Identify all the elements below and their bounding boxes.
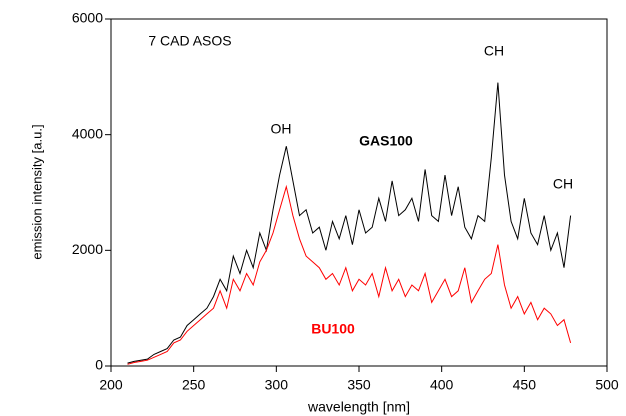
x-tick-label: 350 xyxy=(347,377,371,393)
annotation: 7 CAD ASOS xyxy=(148,33,231,49)
x-tick-label: 250 xyxy=(182,377,206,393)
annotation: CH xyxy=(484,43,504,59)
x-axis-label: wavelength [nm] xyxy=(307,399,410,415)
y-axis-label: emission intensity [a.u.] xyxy=(29,124,44,259)
x-tick-label: 500 xyxy=(595,377,619,393)
x-tick-label: 200 xyxy=(99,377,123,393)
spectrum-line xyxy=(127,184,572,365)
y-tick-label: 0 xyxy=(95,357,103,373)
x-tick-label: 300 xyxy=(265,377,289,393)
plot-frame xyxy=(110,18,608,367)
x-tick-label: 450 xyxy=(513,377,537,393)
y-tick-label: 6000 xyxy=(72,10,103,26)
x-tick-label: 400 xyxy=(430,377,454,393)
series-label: GAS100 xyxy=(359,133,413,149)
y-tick-label: 2000 xyxy=(72,241,103,257)
annotation: CH xyxy=(553,176,573,192)
series-label: BU100 xyxy=(311,321,355,337)
y-tick-label: 4000 xyxy=(72,125,103,141)
annotation: OH xyxy=(271,121,292,137)
spectrum-line xyxy=(127,82,572,364)
